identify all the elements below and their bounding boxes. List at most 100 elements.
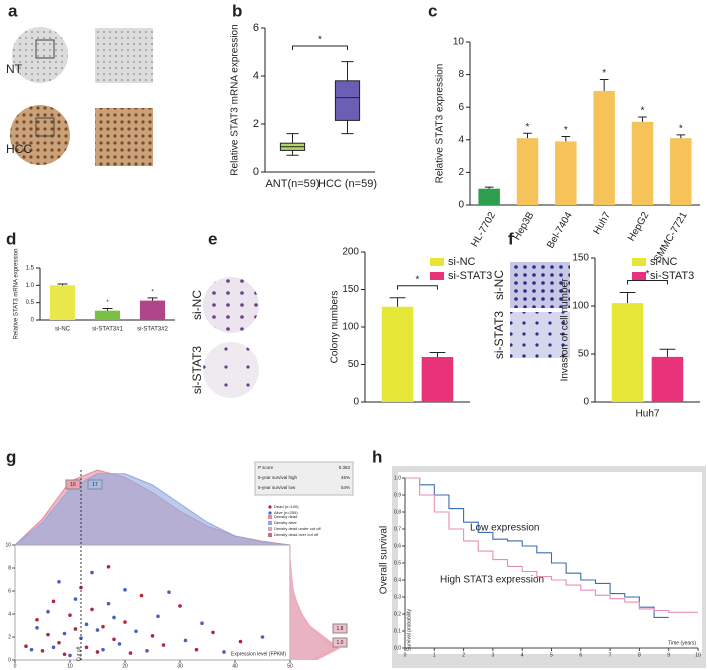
point <box>183 638 188 643</box>
point <box>260 635 265 639</box>
y-tick-label: 1.0 <box>394 475 401 481</box>
point <box>156 614 160 619</box>
significance: * <box>564 125 568 136</box>
error-bar <box>102 308 113 311</box>
marker-label: 16 <box>70 482 76 488</box>
marker-box <box>332 637 348 648</box>
x-tick-label: 2 <box>462 652 465 658</box>
bar <box>421 357 454 402</box>
panel-label: b <box>232 1 242 20</box>
significance: * <box>318 35 322 46</box>
legend-swatch <box>268 527 272 531</box>
point <box>95 628 100 632</box>
y-axis-label: Colony numbers <box>330 291 341 364</box>
invasion-image <box>510 312 570 358</box>
stats-value: 45% <box>341 475 350 480</box>
y-tick-label: 50 <box>348 359 360 370</box>
y-axis-label: Relative STAT3 mRNA expression <box>230 24 241 175</box>
point <box>73 627 78 631</box>
invasion-image <box>510 262 570 308</box>
bar <box>478 188 500 205</box>
error-bar <box>429 352 446 357</box>
y-tick-label: 2 <box>8 634 11 640</box>
bar <box>516 138 539 205</box>
point <box>117 642 122 646</box>
y-tick-label: 6 <box>458 102 464 113</box>
legend-swatch <box>268 533 272 537</box>
stats-label: 5-year survival high <box>258 475 298 480</box>
error-bar <box>659 348 676 357</box>
legend-swatch <box>268 511 272 515</box>
x-tick-label: HepG2 <box>626 210 652 243</box>
y-tick-label: 0.1 <box>394 628 401 634</box>
x-tick-label: 9 <box>667 652 670 658</box>
x-tick-label: 20 <box>122 663 128 669</box>
x-tick-label: 7 <box>609 652 612 658</box>
y-tick-label: 8 <box>8 565 11 571</box>
image-label: si-NC <box>492 270 506 300</box>
point <box>106 565 111 569</box>
x-tick-label: Bel-7404 <box>545 210 575 251</box>
curve-label: High STAT3 expression <box>440 575 544 586</box>
x-tick-label: 4 <box>521 652 524 658</box>
cutoff-label: Cut off <box>76 646 82 661</box>
plot-area <box>14 544 291 661</box>
legend-swatch <box>268 505 272 509</box>
legend-label: Density dead over cut off <box>274 532 319 537</box>
marker-box <box>332 623 348 634</box>
point <box>139 593 144 598</box>
bracket <box>292 45 348 50</box>
error-bar <box>57 283 68 286</box>
x-tick-label: 6 <box>579 652 582 658</box>
significance: * <box>106 300 109 306</box>
point <box>150 634 155 638</box>
y-tick-label: 0.5 <box>26 300 35 306</box>
legend-label: Dead (n=100) <box>274 504 299 509</box>
significance: * <box>416 274 420 285</box>
error-bar <box>638 116 647 122</box>
nt-zoom <box>95 28 153 83</box>
y-tick-label: 50 <box>578 349 590 360</box>
error-bar <box>523 132 532 139</box>
point <box>178 604 182 608</box>
x-tick-label: 1 <box>433 652 436 658</box>
point <box>62 631 67 636</box>
point <box>68 613 72 617</box>
colony-plate <box>203 342 259 398</box>
y-tick-label: 2 <box>458 167 464 178</box>
y-tick-label: 0.9 <box>394 492 401 498</box>
zoom-box <box>35 39 55 59</box>
km-plot-bg <box>398 472 702 654</box>
x-tick-label: 10 <box>695 652 701 658</box>
significance: * <box>526 122 530 133</box>
x-axis-label: Time (years) <box>668 640 696 646</box>
legend-swatch <box>430 258 444 266</box>
point <box>73 597 78 601</box>
legend-label: Density dead <box>274 514 297 519</box>
y-tick-label: 0.8 <box>394 509 401 515</box>
point <box>238 639 243 644</box>
point <box>90 570 94 575</box>
bar <box>94 310 121 320</box>
point <box>40 649 45 653</box>
panel-label: g <box>6 447 16 466</box>
point <box>51 599 56 604</box>
y-tick-label: 0.2 <box>394 611 401 617</box>
marker-label: 17 <box>92 482 98 488</box>
stats-value: 54% <box>341 485 350 490</box>
hcc-core <box>10 105 70 165</box>
panel-label: e <box>208 229 217 248</box>
point <box>95 650 100 654</box>
x-tick-label: 0 <box>14 663 17 669</box>
point <box>84 622 89 627</box>
point <box>62 652 67 657</box>
image-label: si-STAT3 <box>190 346 204 395</box>
point <box>101 647 105 652</box>
x-tick-label: Hep3B <box>512 210 537 242</box>
point <box>145 649 149 653</box>
point <box>211 630 215 635</box>
y-tick-label: 6 <box>8 588 11 594</box>
y-tick-label: 1.0 <box>26 283 35 289</box>
y-tick-label: 10 <box>453 37 465 48</box>
